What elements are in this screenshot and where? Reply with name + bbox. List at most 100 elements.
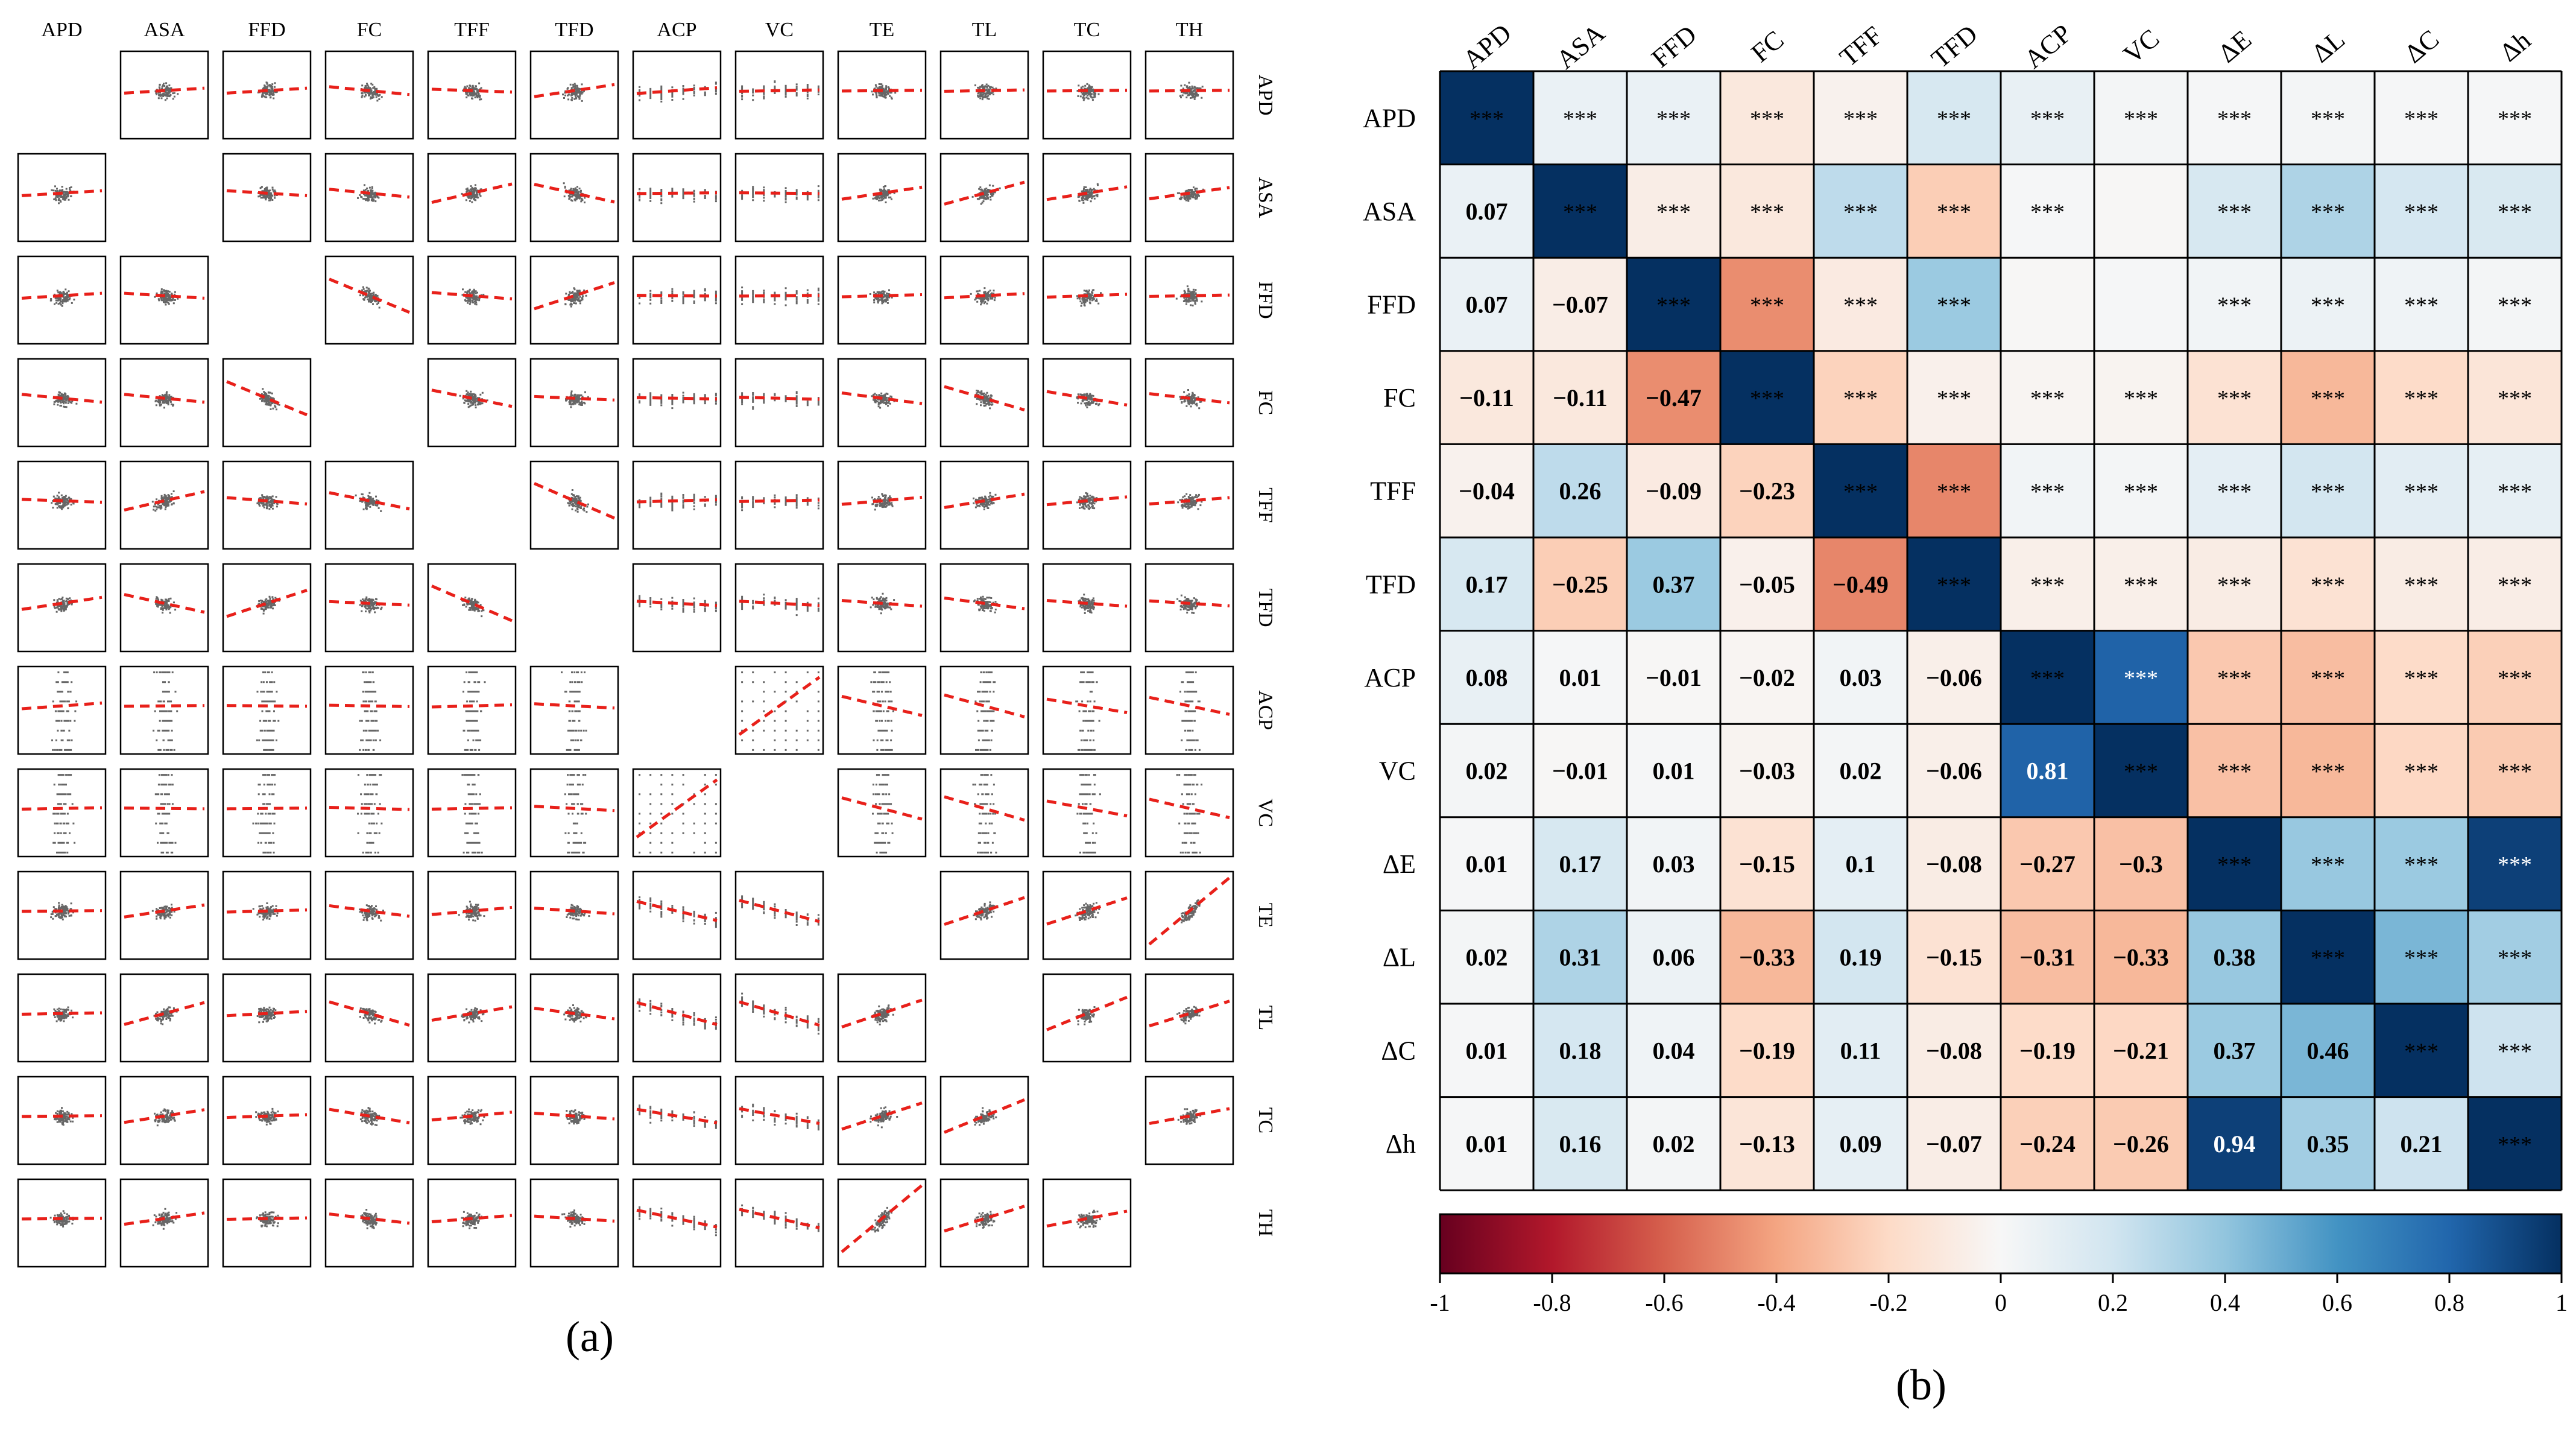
scatter-cell xyxy=(17,1178,107,1268)
heatmap-col-label: TFD xyxy=(1926,19,1983,74)
correlation-value: −0.19 xyxy=(1739,1037,1795,1064)
colorbar-tick-label: 0.4 xyxy=(2210,1289,2240,1316)
heatmap-row-label: ΔC xyxy=(1381,1036,1416,1065)
heatmap-cell xyxy=(2001,724,2094,817)
heatmap-cell xyxy=(2001,817,2094,911)
heatmap-cell xyxy=(2001,1004,2094,1097)
heatmap-cell xyxy=(2375,910,2468,1004)
scatter-cell xyxy=(1144,460,1234,550)
scatter-points xyxy=(154,82,179,101)
heatmap-cell xyxy=(2188,910,2281,1004)
scatter-cell-frame xyxy=(734,153,824,242)
scatter-cell xyxy=(17,870,107,960)
correlation-value: 0.19 xyxy=(1840,944,1882,971)
scatter-cell xyxy=(222,153,312,242)
trend-line xyxy=(21,1217,103,1221)
scatter-cell-frame xyxy=(222,1076,312,1165)
heatmap-cell xyxy=(1907,537,2001,631)
scatter-row-label: TC xyxy=(1254,1107,1277,1133)
heatmap-cell xyxy=(2468,817,2562,911)
scatter-points xyxy=(51,185,75,204)
scatter-points xyxy=(561,671,587,751)
scatter-cell xyxy=(632,1178,722,1268)
heatmap-cell xyxy=(2094,630,2188,724)
significance-stars: *** xyxy=(1937,293,1971,318)
scatter-points xyxy=(461,774,483,854)
heatmap-cell xyxy=(2468,724,2562,817)
scatter-cell xyxy=(324,50,414,140)
heatmap-cell xyxy=(2188,1004,2281,1097)
scatter-cell xyxy=(222,665,312,755)
trend-line xyxy=(1149,1107,1230,1126)
trend-line xyxy=(738,676,821,736)
scatter-cell xyxy=(119,973,209,1063)
trend-line xyxy=(329,491,410,511)
significance-stars: *** xyxy=(2498,852,2532,878)
scatter-cell-frame xyxy=(734,563,824,653)
significance-stars: *** xyxy=(2311,386,2345,411)
scatter-points xyxy=(1076,492,1101,510)
heatmap-row-label: ASA xyxy=(1363,197,1416,226)
trend-line xyxy=(739,498,820,503)
heatmap-col-label: TFF xyxy=(1834,21,1888,72)
heatmap-row-label: FC xyxy=(1383,383,1416,413)
heatmap-cell xyxy=(2188,444,2281,537)
trend-line xyxy=(1046,185,1128,201)
scatter-col-label: ASA xyxy=(144,19,185,41)
heatmap-cell xyxy=(2281,350,2375,445)
scatter-cell xyxy=(734,460,824,550)
scatter-points xyxy=(1179,671,1201,751)
significance-stars: *** xyxy=(2404,200,2439,225)
scatter-cell xyxy=(119,870,209,960)
heatmap-cell xyxy=(1533,630,1627,724)
trend-line xyxy=(636,778,718,838)
trend-line xyxy=(431,905,513,916)
trend-line xyxy=(226,589,308,618)
heatmap-cell xyxy=(2094,164,2188,258)
scatter-points xyxy=(1076,1209,1101,1229)
scatter-col-label: APD xyxy=(41,19,82,41)
heatmap-cell-labels: *** *** *** *** *** *** *** *** *** *** *** *** 0.07… xyxy=(1459,106,2532,1158)
significance-stars: *** xyxy=(2311,759,2345,785)
heatmap-cell xyxy=(2094,350,2188,445)
scatter-cell xyxy=(324,563,414,653)
heatmap-cell xyxy=(2375,724,2468,817)
trend-line xyxy=(21,393,103,404)
heatmap-cell xyxy=(1533,724,1627,817)
scatter-cell xyxy=(427,50,517,140)
heatmap-cell xyxy=(1907,164,2001,258)
correlation-value: 0.11 xyxy=(1840,1037,1881,1064)
significance-stars: *** xyxy=(2217,386,2252,411)
scatter-cell xyxy=(1042,563,1132,653)
trend-line xyxy=(841,1184,923,1253)
scatter-col-label: FC xyxy=(357,19,382,41)
scatter-col-label: VC xyxy=(765,19,794,41)
scatter-cell xyxy=(1042,358,1132,448)
correlation-value: −0.07 xyxy=(1552,291,1608,318)
trend-line xyxy=(329,85,410,97)
scatter-cell xyxy=(119,1076,209,1165)
heatmap-cell xyxy=(1440,630,1533,724)
heatmap-cell xyxy=(2468,350,2562,445)
correlation-value: 0.94 xyxy=(2214,1130,2256,1158)
scatter-points xyxy=(870,671,894,751)
heatmap-cell xyxy=(1720,630,1814,724)
scatter-cell-frame xyxy=(632,563,722,653)
scatter-points xyxy=(564,489,589,513)
trend-line xyxy=(329,1107,410,1124)
trend-line xyxy=(431,806,513,811)
significance-stars: *** xyxy=(2217,666,2252,691)
significance-stars: *** xyxy=(2404,666,2439,691)
scatter-points xyxy=(359,671,382,751)
heatmap-cell xyxy=(1720,444,1814,537)
trend-line xyxy=(636,86,718,95)
heatmap-cell xyxy=(2468,630,2562,724)
significance-stars: *** xyxy=(2404,852,2439,878)
scatter-points xyxy=(461,288,485,306)
correlation-value: 0.01 xyxy=(1653,758,1695,785)
significance-stars: *** xyxy=(1843,386,1878,411)
scatter-cell xyxy=(1144,973,1234,1063)
heatmap-cell xyxy=(2001,630,2094,724)
scatter-cell xyxy=(119,255,209,345)
significance-stars: *** xyxy=(1656,106,1691,131)
